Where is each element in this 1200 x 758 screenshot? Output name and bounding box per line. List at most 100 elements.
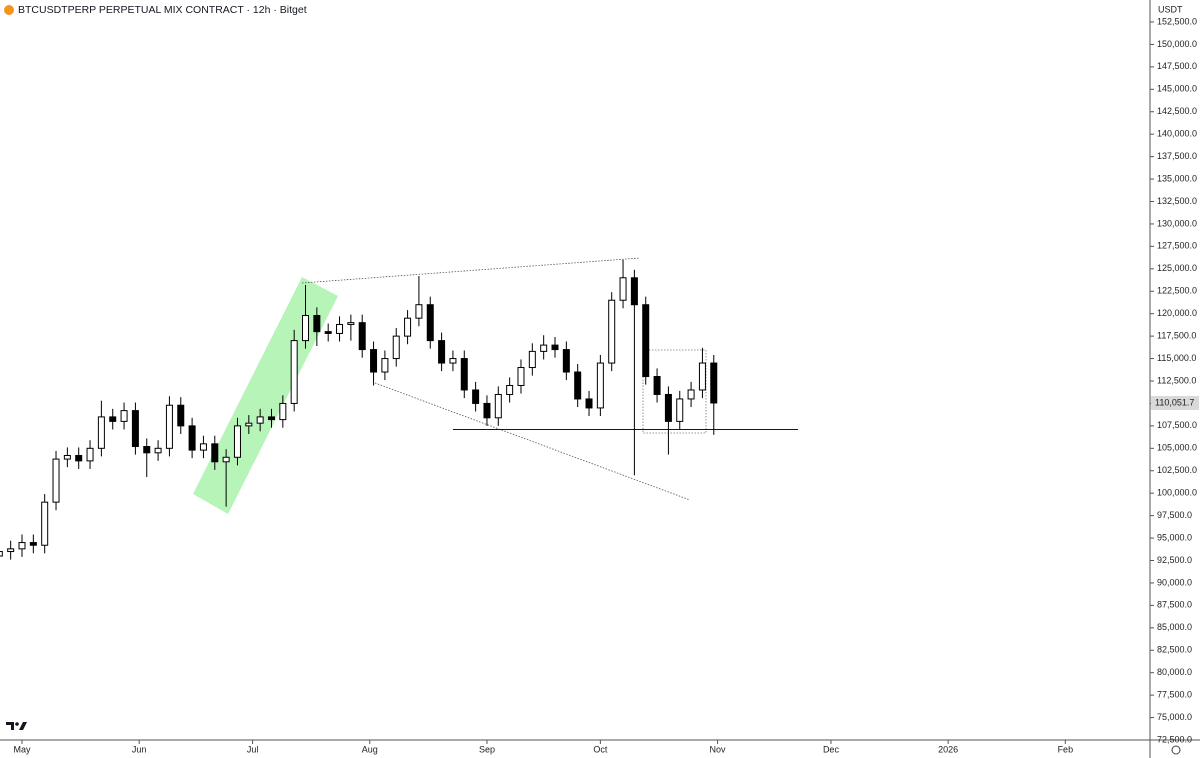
candle-body (177, 404, 185, 427)
y-tick-label: 95,000.0 (1157, 532, 1192, 542)
candle-body (710, 362, 718, 404)
trend-line-lower (374, 382, 691, 501)
candle-body (381, 358, 389, 373)
candle-body (222, 456, 230, 463)
candle-body (687, 389, 695, 400)
drawings (193, 257, 707, 514)
candle-body (290, 340, 298, 404)
candle-body (608, 299, 616, 364)
plot (0, 259, 798, 560)
candle-body (52, 458, 60, 503)
candle-body (86, 447, 94, 462)
candle-body (426, 304, 434, 342)
x-tick-label: Jun (132, 744, 147, 754)
currency-label: USDT (1158, 4, 1183, 14)
x-tick-label: 2026 (938, 744, 958, 754)
x-tick-label: Feb (1058, 744, 1074, 754)
candle-body (517, 367, 525, 386)
candle-body (245, 422, 253, 427)
tradingview-logo (6, 722, 27, 730)
candle-body (698, 362, 706, 391)
y-tick-label: 147,500.0 (1157, 61, 1197, 71)
candle-body (596, 362, 604, 409)
y-tick-label: 100,000.0 (1157, 488, 1197, 498)
range-box (642, 349, 707, 434)
candle-body (41, 501, 49, 546)
candle-body (199, 443, 207, 451)
x-tick-label: Sep (479, 744, 495, 754)
candle-body (392, 335, 400, 360)
x-tick-label: Aug (362, 744, 378, 754)
candle-body (438, 340, 446, 364)
logo-part (6, 722, 14, 730)
candle-body (540, 344, 548, 352)
candle-body (630, 277, 638, 306)
candle-body (664, 393, 672, 422)
y-tick-label: 80,000.0 (1157, 667, 1192, 677)
x-tick-label: May (13, 744, 31, 754)
y-tick-label: 92,500.0 (1157, 555, 1192, 565)
logo-part (15, 722, 19, 726)
y-tick-label: 125,000.0 (1157, 263, 1197, 273)
candle-body (18, 542, 26, 550)
candle-body (460, 358, 468, 391)
candle-body (404, 317, 412, 337)
last-price-box (1151, 395, 1199, 410)
candle-body (143, 446, 151, 454)
y-tick-label: 87,500.0 (1157, 600, 1192, 610)
y-tick-label: 132,500.0 (1157, 196, 1197, 206)
candle-body (63, 454, 71, 460)
chart-title: BTCUSDTPERP PERPETUAL MIX CONTRACT · 12h… (18, 4, 307, 16)
y-tick-label: 117,500.0 (1157, 330, 1196, 340)
x-tick-label: Dec (823, 744, 840, 754)
y-tick-label: 152,500.0 (1157, 16, 1197, 26)
y-tick-label: 105,000.0 (1157, 443, 1197, 453)
candle-body (7, 548, 15, 553)
candle-body (211, 443, 219, 463)
symbol-icon (4, 5, 14, 15)
candle-body (302, 314, 310, 342)
y-tick-label: 72,500.0 (1157, 734, 1192, 744)
y-tick-label: 82,500.0 (1157, 645, 1192, 655)
y-tick-label: 150,000.0 (1157, 39, 1197, 49)
candle-body (131, 410, 139, 448)
candle-body (256, 416, 264, 424)
candle-body (415, 304, 423, 319)
candle-body (574, 371, 582, 400)
candle-body (619, 277, 627, 301)
candle-body (233, 425, 241, 458)
candle-body (506, 384, 514, 395)
candle-body (358, 322, 366, 351)
candle-body (29, 542, 37, 546)
candle-body (313, 314, 321, 333)
y-tick-label: 140,000.0 (1157, 129, 1197, 139)
y-tick-label: 107,500.0 (1157, 420, 1197, 430)
y-tick-label: 130,000.0 (1157, 218, 1197, 228)
candle-body (120, 410, 128, 422)
settings-icon[interactable] (1171, 745, 1181, 755)
y-tick-label: 85,000.0 (1157, 622, 1192, 632)
candle-body (370, 349, 378, 373)
y-tick-label: 97,500.0 (1157, 510, 1192, 520)
candle-body (75, 454, 83, 462)
candle-body (267, 416, 275, 421)
candle-body (97, 416, 105, 449)
candle-body (483, 402, 491, 419)
candle-body (642, 304, 650, 378)
candle-body (336, 323, 344, 334)
candle-body (551, 344, 559, 351)
y-tick-label: 120,000.0 (1157, 308, 1197, 318)
candle-body (472, 389, 480, 404)
y-tick-label: 75,000.0 (1157, 712, 1192, 722)
y-tick-label: 102,500.0 (1157, 465, 1197, 475)
candle-body (676, 398, 684, 422)
y-tick-label: 77,500.0 (1157, 689, 1192, 699)
y-tick-label: 122,500.0 (1157, 286, 1197, 296)
candle-body (154, 447, 162, 454)
candle-body (109, 416, 117, 422)
y-tick-label: 142,500.0 (1157, 106, 1197, 116)
y-tick-label: 112,500.0 (1157, 375, 1196, 385)
x-tick-label: Jul (247, 744, 259, 754)
